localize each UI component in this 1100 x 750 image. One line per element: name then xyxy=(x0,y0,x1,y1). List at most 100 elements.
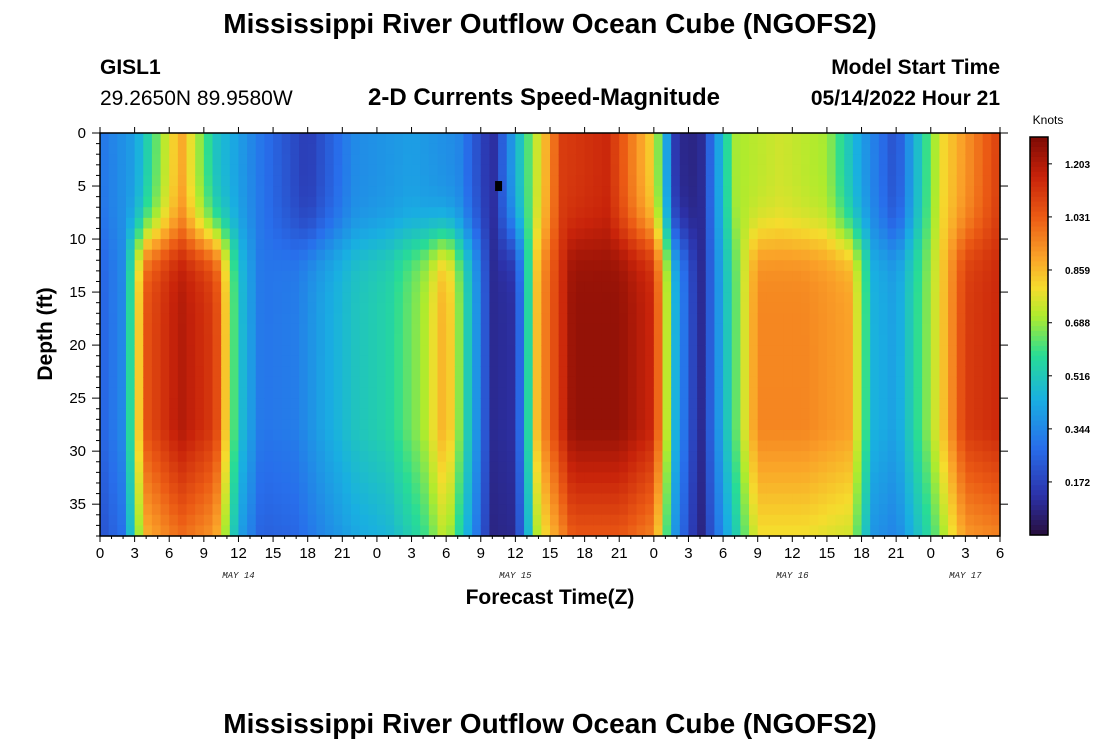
heatmap-cell xyxy=(766,281,776,293)
heatmap-cell xyxy=(108,154,118,166)
heatmap-cell xyxy=(376,217,387,230)
heatmap-cell xyxy=(800,217,811,230)
heatmap-cell xyxy=(411,398,421,410)
heatmap-cell xyxy=(550,207,560,219)
heatmap-cell xyxy=(627,281,638,293)
heatmap-cell xyxy=(498,270,508,283)
heatmap-cell xyxy=(688,260,698,272)
heatmap-cell xyxy=(506,482,516,495)
heatmap-cell xyxy=(887,504,897,516)
heatmap-cell xyxy=(662,525,672,537)
heatmap-cell xyxy=(775,419,785,431)
heatmap-cell xyxy=(740,260,750,272)
heatmap-cell xyxy=(333,281,343,293)
heatmap-cell xyxy=(247,196,257,208)
heatmap-cell xyxy=(151,440,162,452)
heatmap-cell xyxy=(428,260,439,272)
heatmap-cell xyxy=(195,366,205,378)
colorbar-segment xyxy=(1030,196,1048,203)
heatmap-cell xyxy=(922,217,932,230)
heatmap-cell xyxy=(524,525,534,537)
heatmap-cell xyxy=(117,281,127,293)
heatmap-cell xyxy=(749,281,759,293)
heatmap-cell xyxy=(125,366,136,378)
heatmap-cell xyxy=(169,175,179,187)
heatmap-cell xyxy=(662,429,672,442)
heatmap-cell xyxy=(247,451,257,463)
heatmap-cell xyxy=(359,408,369,420)
heatmap-cell xyxy=(221,292,231,304)
heatmap-cell xyxy=(117,398,127,410)
heatmap-cell xyxy=(446,525,456,537)
heatmap-cell xyxy=(342,313,352,325)
heatmap-cell xyxy=(645,292,655,304)
heatmap-cell xyxy=(671,504,681,516)
heatmap-cell xyxy=(775,398,785,410)
heatmap-cell xyxy=(610,143,620,155)
heatmap-cell xyxy=(818,376,828,389)
heatmap-cell xyxy=(982,408,992,420)
heatmap-cell xyxy=(169,143,179,155)
heatmap-cell xyxy=(221,429,231,442)
heatmap-cell xyxy=(558,260,568,272)
heatmap-cell xyxy=(290,281,300,293)
heatmap-cell xyxy=(229,387,240,399)
heatmap-cell xyxy=(480,239,491,251)
heatmap-cell xyxy=(299,186,309,198)
heatmap-cell xyxy=(939,154,949,166)
heatmap-cell xyxy=(325,186,335,198)
heatmap-cell xyxy=(904,525,915,537)
heatmap-cell xyxy=(575,440,586,452)
heatmap-cell xyxy=(610,313,620,325)
heatmap-cell xyxy=(247,514,257,526)
heatmap-cell xyxy=(108,440,118,452)
heatmap-cell xyxy=(757,472,767,484)
heatmap-cell xyxy=(835,239,845,251)
heatmap-cell xyxy=(575,451,586,463)
heatmap-cell xyxy=(550,482,560,495)
heatmap-cell xyxy=(844,228,854,240)
heatmap-cell xyxy=(835,260,845,272)
heatmap-cell xyxy=(792,143,802,155)
colorbar-segment xyxy=(1030,415,1048,422)
heatmap-cell xyxy=(125,249,136,261)
heatmap-cell xyxy=(169,419,179,431)
heatmap-cell xyxy=(506,313,516,325)
heatmap-cell xyxy=(567,408,577,420)
heatmap-cell xyxy=(896,164,906,177)
heatmap-cell xyxy=(420,461,430,473)
heatmap-cell xyxy=(221,472,231,484)
heatmap-cell xyxy=(273,133,283,145)
heatmap-cell xyxy=(428,504,439,516)
heatmap-cell xyxy=(826,281,837,293)
heatmap-cell xyxy=(705,525,716,537)
heatmap-cell xyxy=(584,387,594,399)
heatmap-cell xyxy=(723,398,733,410)
heatmap-cell xyxy=(316,281,326,293)
heatmap-cell xyxy=(532,419,542,431)
heatmap-cell xyxy=(325,313,335,325)
heatmap-cell xyxy=(740,398,750,410)
heatmap-cell xyxy=(991,260,1001,272)
heatmap-cell xyxy=(705,472,716,484)
heatmap-cell xyxy=(359,196,369,208)
heatmap-cell xyxy=(922,154,932,166)
colorbar-segment xyxy=(1030,306,1048,312)
heatmap-cell xyxy=(627,376,638,389)
heatmap-cell xyxy=(714,217,724,230)
heatmap-cell xyxy=(177,345,188,357)
heatmap-cell xyxy=(653,133,664,145)
heatmap-cell xyxy=(515,281,525,293)
heatmap-cell xyxy=(870,376,880,389)
heatmap-cell xyxy=(238,525,248,537)
heatmap-cell xyxy=(956,408,966,420)
colorbar-segment xyxy=(1030,241,1048,248)
heatmap-cell xyxy=(584,525,594,537)
heatmap-cell xyxy=(870,504,880,516)
heatmap-cell xyxy=(385,323,395,336)
heatmap-cell xyxy=(117,461,127,473)
heatmap-cell xyxy=(394,228,404,240)
heatmap-cell xyxy=(567,207,577,219)
heatmap-cell xyxy=(558,143,568,155)
heatmap-cell xyxy=(688,429,698,442)
